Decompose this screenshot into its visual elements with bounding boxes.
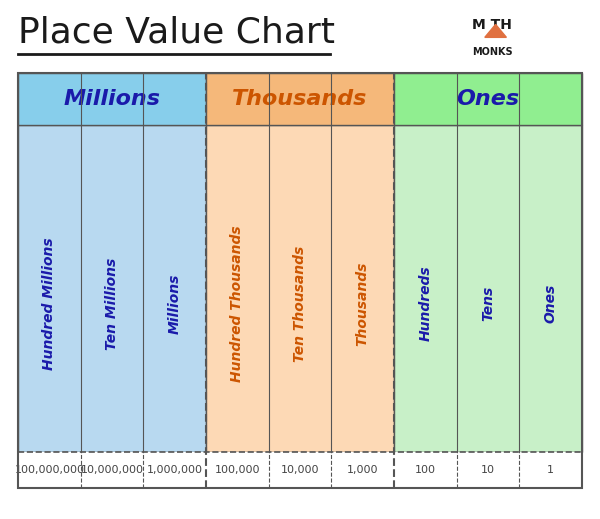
Text: 10,000,000: 10,000,000 bbox=[80, 465, 143, 475]
FancyBboxPatch shape bbox=[394, 73, 582, 125]
Text: 100,000,000: 100,000,000 bbox=[14, 465, 85, 475]
FancyBboxPatch shape bbox=[18, 125, 206, 452]
Text: Millions: Millions bbox=[64, 89, 161, 108]
Text: Millions: Millions bbox=[167, 274, 182, 334]
Text: Hundreds: Hundreds bbox=[418, 266, 433, 342]
Text: MONKS: MONKS bbox=[472, 47, 512, 57]
FancyBboxPatch shape bbox=[18, 452, 206, 488]
Text: 1,000: 1,000 bbox=[347, 465, 379, 475]
FancyBboxPatch shape bbox=[18, 73, 206, 125]
Text: Hundred Millions: Hundred Millions bbox=[43, 237, 56, 370]
Text: Ones: Ones bbox=[544, 284, 557, 323]
Text: Tens: Tens bbox=[481, 286, 495, 321]
FancyBboxPatch shape bbox=[206, 125, 394, 452]
Text: Ten Millions: Ten Millions bbox=[105, 257, 119, 350]
Text: Hundred Thousands: Hundred Thousands bbox=[230, 225, 244, 382]
Text: Thousands: Thousands bbox=[356, 262, 370, 346]
FancyBboxPatch shape bbox=[206, 73, 394, 125]
FancyBboxPatch shape bbox=[206, 452, 394, 488]
Text: Place Value Chart: Place Value Chart bbox=[18, 16, 335, 50]
Text: 1,000,000: 1,000,000 bbox=[146, 465, 203, 475]
FancyBboxPatch shape bbox=[394, 452, 582, 488]
Text: 10: 10 bbox=[481, 465, 495, 475]
Text: 10,000: 10,000 bbox=[281, 465, 319, 475]
FancyBboxPatch shape bbox=[394, 125, 582, 452]
Text: Ones: Ones bbox=[457, 89, 520, 108]
Text: 100: 100 bbox=[415, 465, 436, 475]
Text: Thousands: Thousands bbox=[232, 89, 368, 108]
Text: 1: 1 bbox=[547, 465, 554, 475]
Text: Ten Thousands: Ten Thousands bbox=[293, 245, 307, 362]
Polygon shape bbox=[485, 24, 506, 37]
Text: 100,000: 100,000 bbox=[215, 465, 260, 475]
Text: M TH: M TH bbox=[472, 18, 512, 32]
